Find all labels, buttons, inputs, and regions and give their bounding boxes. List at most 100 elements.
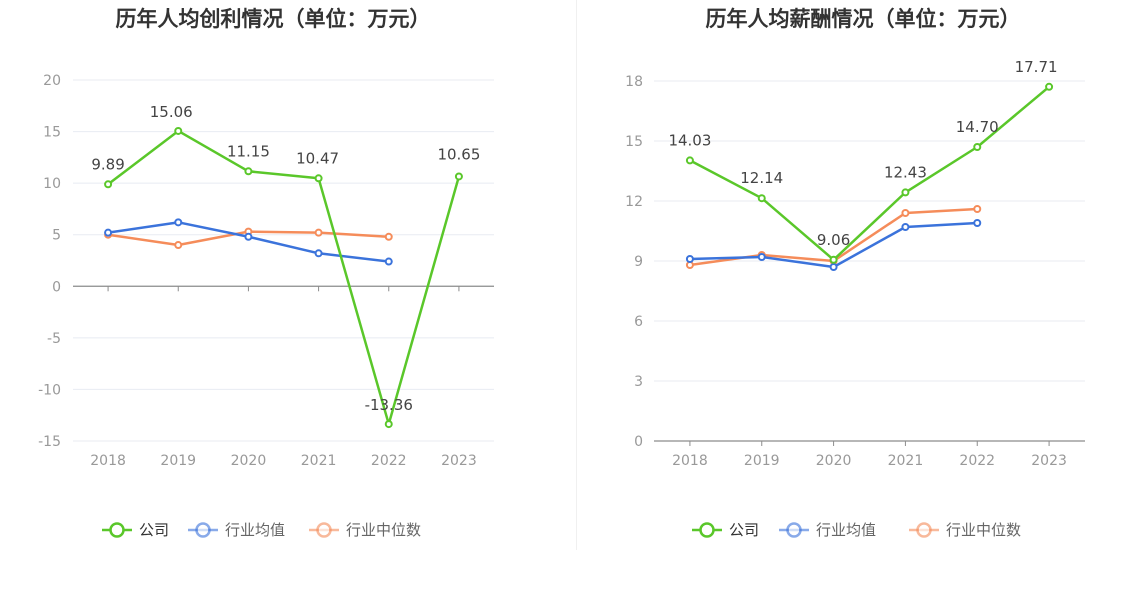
data-point [314,174,323,183]
data-labels: 9.89 15.06 11.15 10.47 -13.36 10.65 [91,103,480,414]
legend-item-industry-median: 行业中位数 [909,521,1021,539]
data-label: 12.43 [884,163,927,181]
data-point [174,218,183,227]
x-tick-label: 2018 [90,453,126,469]
legend-item-industry-avg: 行业均值 [188,521,285,539]
y-tick-label: 20 [43,73,61,89]
y-tick-label: 0 [52,279,61,295]
data-point [104,180,113,189]
chart-title: 历年人均创利情况（单位：万元） [116,7,431,31]
data-label: 12.14 [740,169,783,187]
legend-marker [195,522,211,538]
x-tick-label: 2020 [231,453,267,469]
data-point [685,255,694,263]
legend-label: 公司 [139,521,169,539]
y-tick-label: 12 [625,194,643,210]
y-tick-label: 3 [634,374,643,390]
series-line [689,85,1050,262]
data-point [901,209,910,217]
salary-per-capita-chart-panel: 历年人均薪酬情况（单位：万元） 18 15 12 9 6 3 0 2018 2019 2020 202… [577,0,1148,589]
y-tick-label: 9 [634,254,643,270]
x-tick-label: 2020 [816,453,852,469]
y-tick-label: -15 [38,434,61,450]
legend-item-company: 公司 [102,521,169,539]
legend-label: 行业中位数 [946,521,1021,539]
data-label: 10.47 [296,149,339,167]
data-point [973,219,982,227]
legend-label: 行业均值 [225,521,285,539]
legend-item-industry-median: 行业中位数 [309,521,421,539]
legend-label: 行业均值 [816,521,876,539]
legend-marker [316,522,332,538]
data-point [104,228,113,237]
y-tick-label: 6 [634,314,643,330]
series-industry-avg [104,218,393,266]
x-tick-label: 2019 [744,453,780,469]
series-industry-avg [685,219,982,271]
y-tick-label: 5 [52,228,61,244]
x-tick-label: 2021 [888,453,924,469]
legend-marker [699,522,715,538]
panel-divider [576,0,577,550]
data-point [384,420,393,429]
data-label: 14.70 [956,118,999,136]
chart-title: 历年人均薪酬情况（单位：万元） [706,7,1021,31]
grid-lines [73,79,494,442]
data-label: 9.89 [91,155,124,173]
y-tick-label: 15 [43,125,61,141]
x-tick-label: 2021 [301,453,337,469]
data-point [1045,82,1054,91]
y-axis-ticks: 20 15 10 5 0 -5 -10 -15 [38,73,61,450]
data-label: 17.71 [1015,58,1058,76]
y-tick-label: 18 [625,74,643,90]
y-tick-label: 10 [43,176,61,192]
data-point [314,249,323,258]
series-company [685,82,1054,264]
profit-per-capita-chart-panel: 历年人均创利情况（单位：万元） 20 15 10 5 0 -5 -10 -15 2018 2019 2… [0,0,576,589]
data-point [757,194,766,203]
series-industry-median [104,227,393,250]
data-point [901,223,910,231]
legend-marker [786,522,802,538]
data-labels: 14.03 12.14 9.06 12.43 14.70 17.71 [668,58,1057,249]
series-company [104,126,463,429]
data-label: 14.03 [668,131,711,149]
x-tick-label: 2018 [672,453,708,469]
legend-label: 公司 [729,521,759,539]
x-tick-label: 2022 [959,453,995,469]
data-point [973,143,982,151]
data-label: 9.06 [817,231,850,249]
data-point [314,228,323,237]
legend-item-company: 公司 [692,521,759,539]
x-tick-label: 2023 [441,453,477,469]
legend-marker [109,522,125,538]
legend: 公司 行业均值 行业中位数 [102,521,421,539]
legend-item-industry-avg: 行业均值 [779,521,876,539]
data-point [174,241,183,250]
x-tick-label: 2019 [160,453,196,469]
legend-label: 行业中位数 [346,521,421,539]
legend: 公司 行业均值 行业中位数 [692,521,1021,539]
y-axis-ticks: 18 15 12 9 6 3 0 [625,74,643,450]
profit-per-capita-chart: 历年人均创利情况（单位：万元） 20 15 10 5 0 -5 -10 -15 2018 2019 2… [38,7,494,539]
y-tick-label: 15 [625,134,643,150]
y-tick-label: -5 [47,331,61,347]
data-label: 10.65 [437,145,480,163]
data-point [384,232,393,241]
data-point [829,255,838,264]
series-line [107,129,461,426]
data-point [901,188,910,197]
data-point [454,172,463,181]
y-tick-label: 0 [634,434,643,450]
data-label: -13.36 [365,396,413,414]
data-point [973,205,982,213]
data-label: 11.15 [227,142,270,160]
legend-marker [916,522,932,538]
data-point [829,263,838,271]
data-point [685,156,694,165]
salary-per-capita-chart: 历年人均薪酬情况（单位：万元） 18 15 12 9 6 3 0 2018 2019 2020 202… [625,7,1085,539]
data-point [244,232,253,241]
data-label: 15.06 [150,103,193,121]
y-tick-label: -10 [38,382,61,398]
